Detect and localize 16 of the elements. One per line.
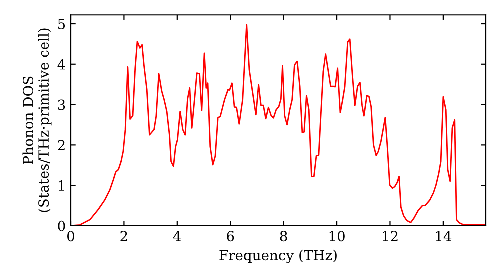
x-tick-label: 2 xyxy=(120,231,128,242)
y-axis-title: Phonon DOS (States/THz·primitive cell) xyxy=(22,28,52,212)
x-tick-label: 14 xyxy=(436,231,452,242)
x-tick-label: 4 xyxy=(173,231,182,242)
y-tick-label: 1 xyxy=(58,180,64,191)
y-tick-label: 4 xyxy=(58,59,66,70)
x-tick-label: 10 xyxy=(330,231,345,242)
y-tick-label: 2 xyxy=(58,140,65,150)
x-tick-label: 6 xyxy=(227,231,234,242)
x-tick-label: 8 xyxy=(280,231,288,242)
y-tick-label: 5 xyxy=(58,19,66,30)
x-tick-label: 12 xyxy=(383,231,398,242)
x-tick-label: 0 xyxy=(67,231,74,242)
x-axis-title: Frequency (THz) xyxy=(220,250,337,264)
y-tick-label: 0 xyxy=(58,220,66,232)
y-tick-label: 3 xyxy=(58,100,66,110)
